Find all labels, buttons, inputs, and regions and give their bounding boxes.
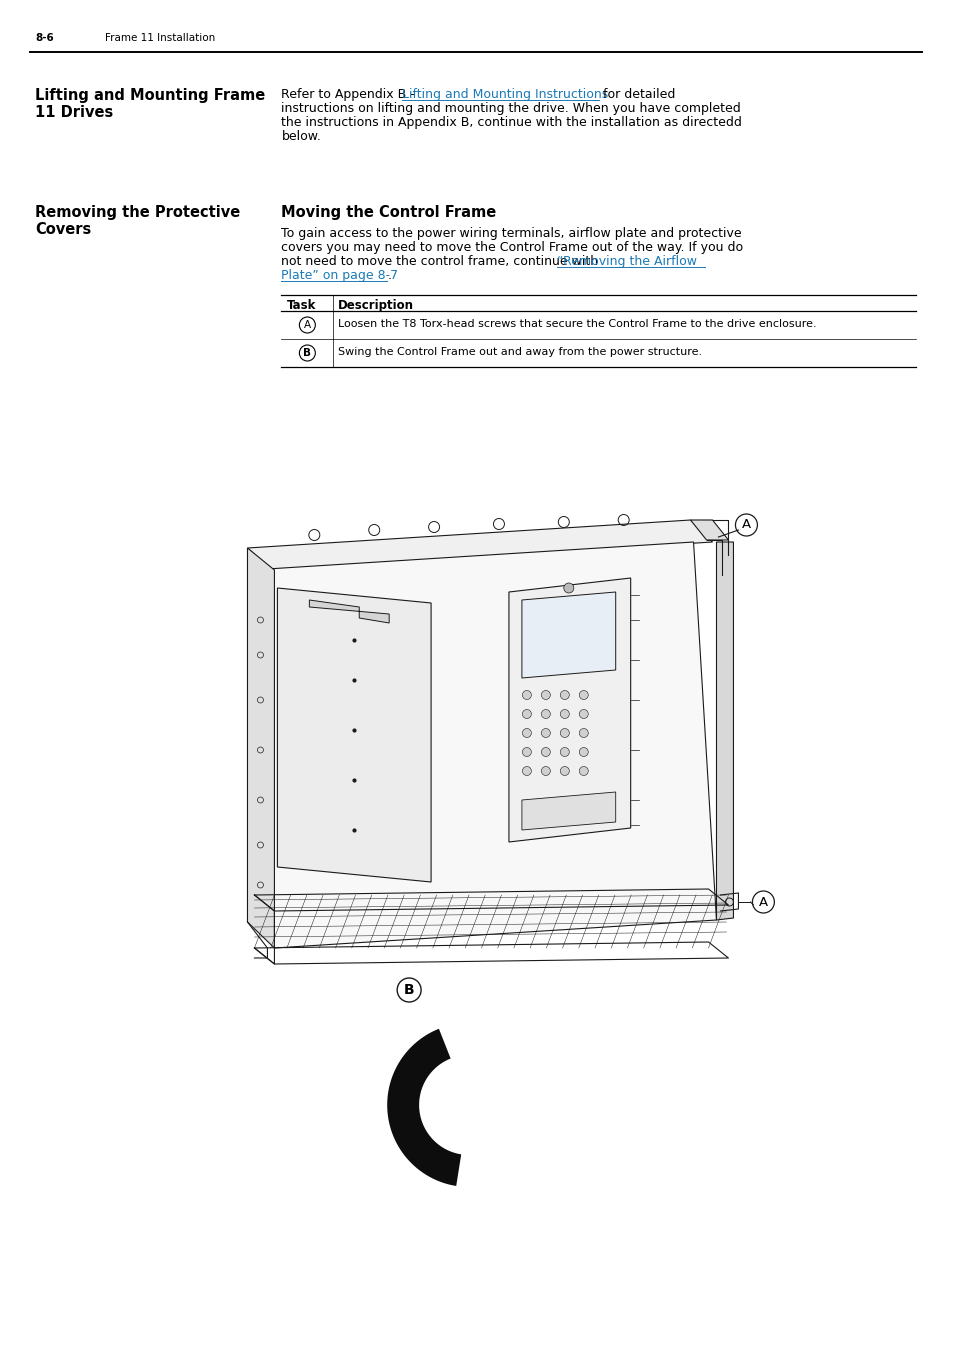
Text: Lifting and Mounting Instructions: Lifting and Mounting Instructions <box>402 88 608 101</box>
Text: B: B <box>303 348 311 358</box>
Text: A: A <box>741 518 750 532</box>
Circle shape <box>559 690 569 699</box>
Circle shape <box>522 767 531 775</box>
Circle shape <box>540 690 550 699</box>
Text: Plate” on page 8-7: Plate” on page 8-7 <box>281 269 398 282</box>
Circle shape <box>540 729 550 737</box>
Text: Loosen the T8 Torx-head screws that secure the Control Frame to the drive enclos: Loosen the T8 Torx-head screws that secu… <box>338 319 816 329</box>
Text: Frame 11 Installation: Frame 11 Installation <box>105 32 214 43</box>
Text: Description: Description <box>338 298 414 312</box>
Circle shape <box>578 748 588 756</box>
Text: for detailed: for detailed <box>598 88 675 101</box>
Text: Lifting and Mounting Frame: Lifting and Mounting Frame <box>35 88 265 103</box>
Circle shape <box>578 690 588 699</box>
Text: A: A <box>758 895 767 909</box>
Text: below.: below. <box>281 130 321 143</box>
Polygon shape <box>508 578 630 842</box>
Circle shape <box>522 748 531 756</box>
Circle shape <box>578 729 588 737</box>
Circle shape <box>559 767 569 775</box>
Polygon shape <box>716 541 733 919</box>
Text: To gain access to the power wiring terminals, airflow plate and protective: To gain access to the power wiring termi… <box>281 227 741 240</box>
Text: Removing the Protective: Removing the Protective <box>35 205 240 220</box>
Text: covers you may need to move the Control Frame out of the way. If you do: covers you may need to move the Control … <box>281 242 742 254</box>
Circle shape <box>522 729 531 737</box>
Circle shape <box>578 767 588 775</box>
Text: the instructions in Appendix B, continue with the installation as directedd: the instructions in Appendix B, continue… <box>281 116 741 130</box>
Circle shape <box>540 748 550 756</box>
Text: “Removing the Airflow: “Removing the Airflow <box>557 255 696 269</box>
Text: instructions on lifting and mounting the drive. When you have completed: instructions on lifting and mounting the… <box>281 103 740 115</box>
Text: .: . <box>387 269 391 282</box>
Text: A: A <box>303 320 311 329</box>
Text: 11 Drives: 11 Drives <box>35 105 113 120</box>
Text: Moving the Control Frame: Moving the Control Frame <box>281 205 497 220</box>
Circle shape <box>522 690 531 699</box>
Circle shape <box>522 710 531 718</box>
Text: Swing the Control Frame out and away from the power structure.: Swing the Control Frame out and away fro… <box>338 347 701 356</box>
Circle shape <box>540 710 550 718</box>
Polygon shape <box>247 548 274 948</box>
Polygon shape <box>690 520 728 540</box>
Polygon shape <box>387 1008 460 1187</box>
Text: Task: Task <box>286 298 315 312</box>
Circle shape <box>540 767 550 775</box>
Polygon shape <box>521 593 615 678</box>
Text: Refer to Appendix B -: Refer to Appendix B - <box>281 88 418 101</box>
Polygon shape <box>277 589 431 882</box>
Circle shape <box>578 710 588 718</box>
Polygon shape <box>521 792 615 830</box>
Circle shape <box>559 710 569 718</box>
Text: B: B <box>403 983 414 998</box>
Polygon shape <box>252 541 716 948</box>
Polygon shape <box>309 599 389 622</box>
Text: Covers: Covers <box>35 221 91 238</box>
Circle shape <box>563 583 573 593</box>
Polygon shape <box>247 520 712 570</box>
Text: 8-6: 8-6 <box>35 32 53 43</box>
Text: not need to move the control frame, continue with: not need to move the control frame, cont… <box>281 255 602 269</box>
Circle shape <box>559 729 569 737</box>
Circle shape <box>559 748 569 756</box>
